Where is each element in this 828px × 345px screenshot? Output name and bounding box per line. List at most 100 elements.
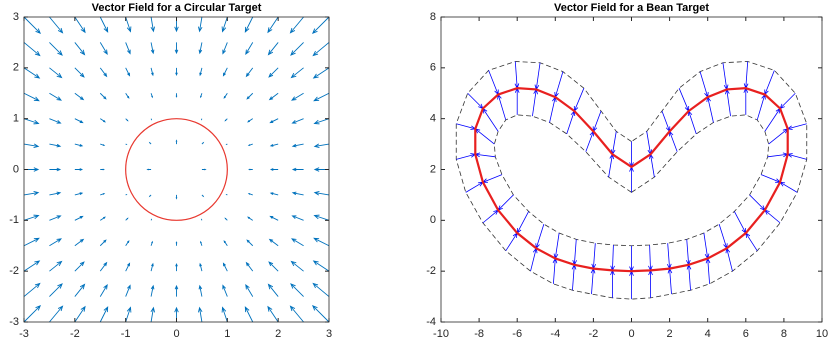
arrow: [49, 167, 62, 172]
arrow: [482, 107, 499, 132]
arrow: [125, 306, 132, 323]
y-tick-label: 3: [13, 11, 19, 23]
arrow: [23, 42, 41, 57]
arrow: [488, 70, 499, 96]
arrow: [291, 118, 304, 124]
arrow: [725, 88, 731, 117]
arrow: [23, 260, 41, 272]
arrow: [100, 168, 105, 171]
arrow: [150, 240, 153, 246]
arrow: [760, 174, 782, 183]
y-tick-label: -3: [9, 316, 19, 328]
arrow: [100, 118, 106, 123]
arrow: [198, 16, 203, 33]
arrow: [668, 130, 678, 152]
arrow: [530, 247, 538, 272]
arrow: [23, 305, 41, 323]
arrow: [592, 110, 602, 133]
arrow: [497, 194, 514, 211]
arrow: [150, 16, 155, 33]
arrow: [549, 96, 557, 123]
arrow: [49, 16, 64, 34]
arrow: [222, 284, 228, 297]
y-tick-label: 2: [430, 163, 436, 175]
arrow: [49, 118, 62, 124]
arrow: [725, 247, 733, 272]
arrow: [514, 61, 520, 90]
arrow: [148, 141, 152, 145]
y-tick-label: -2: [9, 265, 19, 277]
arrow: [245, 67, 254, 78]
x-tick-label: 6: [743, 328, 749, 340]
arrow: [198, 42, 203, 55]
arrow: [290, 260, 304, 272]
arrow: [749, 194, 766, 211]
arrow: [148, 194, 152, 198]
arrow: [456, 123, 477, 130]
arrow: [703, 232, 710, 260]
arrow: [313, 237, 330, 247]
arrow: [610, 269, 615, 298]
arrow: [201, 168, 207, 171]
arrow: [497, 93, 507, 121]
arrow: [313, 214, 330, 221]
arrow: [125, 217, 129, 221]
x-tick-label: -4: [550, 328, 560, 340]
arrow: [23, 118, 40, 125]
arrow: [610, 131, 617, 156]
arrow: [290, 42, 304, 56]
arrow: [175, 262, 178, 272]
arrow: [552, 257, 558, 284]
arrow: [201, 194, 205, 198]
target-circle: [125, 118, 228, 221]
arrow: [49, 143, 62, 148]
arrow: [268, 238, 279, 247]
arrow: [290, 92, 304, 101]
arrow: [146, 168, 152, 171]
y-tick-label: 0: [430, 214, 436, 226]
arrow: [245, 261, 254, 272]
arrow: [313, 92, 330, 102]
arrow: [269, 215, 279, 221]
arrow: [223, 93, 228, 99]
arrow: [49, 305, 64, 323]
arrow: [268, 92, 279, 101]
arrow: [244, 306, 254, 323]
arrow: [125, 118, 129, 122]
arrow: [201, 141, 205, 145]
arrow: [175, 67, 178, 77]
arrow: [221, 16, 228, 33]
x-tick-label: -3: [19, 328, 29, 340]
arrow: [467, 92, 484, 110]
arrow: [100, 216, 106, 221]
arrow: [686, 263, 692, 291]
arrow: [481, 174, 503, 183]
arrow: [23, 143, 40, 148]
arrow: [125, 67, 131, 77]
arrow: [786, 123, 807, 130]
arrow: [571, 263, 577, 291]
arrow: [74, 192, 84, 196]
arrow: [312, 282, 330, 297]
arrow: [100, 143, 106, 146]
arrow: [629, 165, 634, 193]
arrow: [699, 71, 709, 99]
arrow: [743, 87, 749, 115]
y-tick-label: 4: [430, 113, 436, 125]
arrow: [290, 67, 304, 79]
arrow: [268, 67, 279, 78]
arrow: [125, 262, 131, 272]
arrow: [74, 42, 86, 56]
arrow: [764, 107, 781, 132]
arrow: [629, 141, 634, 168]
arrow: [49, 191, 62, 196]
arrow: [722, 62, 729, 91]
arrow: [23, 67, 41, 79]
x-tick-label: -2: [70, 328, 80, 340]
arrow: [125, 240, 130, 246]
arrow: [23, 214, 40, 221]
x-tick-label: 4: [705, 328, 711, 340]
arrow: [666, 243, 672, 270]
arrow: [49, 260, 63, 272]
